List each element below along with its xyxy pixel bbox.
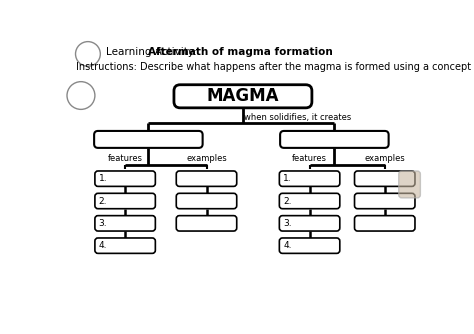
Text: when solidifies, it creates: when solidifies, it creates	[245, 113, 352, 122]
Text: 3.: 3.	[283, 219, 292, 228]
Text: 4.: 4.	[283, 241, 292, 250]
FancyBboxPatch shape	[95, 193, 155, 209]
Text: 1.: 1.	[99, 174, 108, 183]
Text: examples: examples	[186, 154, 227, 163]
FancyBboxPatch shape	[176, 193, 237, 209]
Text: examples: examples	[365, 154, 405, 163]
Text: 2.: 2.	[283, 196, 292, 205]
FancyBboxPatch shape	[95, 216, 155, 231]
FancyBboxPatch shape	[355, 193, 415, 209]
FancyBboxPatch shape	[95, 238, 155, 254]
FancyBboxPatch shape	[174, 85, 312, 108]
FancyBboxPatch shape	[355, 216, 415, 231]
FancyBboxPatch shape	[399, 171, 420, 198]
Text: Instructions: Describe what happens after the magma is formed using a concept ma: Instructions: Describe what happens afte…	[76, 62, 474, 72]
FancyBboxPatch shape	[280, 131, 389, 148]
FancyBboxPatch shape	[176, 171, 237, 186]
FancyBboxPatch shape	[355, 171, 415, 186]
FancyBboxPatch shape	[176, 216, 237, 231]
Text: Learning Activity:: Learning Activity:	[106, 47, 200, 57]
Text: 4.: 4.	[99, 241, 107, 250]
Text: Aftermath of magma formation: Aftermath of magma formation	[147, 47, 332, 57]
FancyBboxPatch shape	[279, 193, 340, 209]
Text: 3.: 3.	[99, 219, 108, 228]
Text: features: features	[292, 154, 327, 163]
FancyBboxPatch shape	[279, 171, 340, 186]
FancyBboxPatch shape	[279, 238, 340, 254]
Text: features: features	[108, 154, 143, 163]
FancyBboxPatch shape	[95, 171, 155, 186]
FancyBboxPatch shape	[94, 131, 202, 148]
Text: 2.: 2.	[99, 196, 107, 205]
Text: 1.: 1.	[283, 174, 292, 183]
Text: MAGMA: MAGMA	[207, 87, 279, 105]
FancyBboxPatch shape	[279, 216, 340, 231]
